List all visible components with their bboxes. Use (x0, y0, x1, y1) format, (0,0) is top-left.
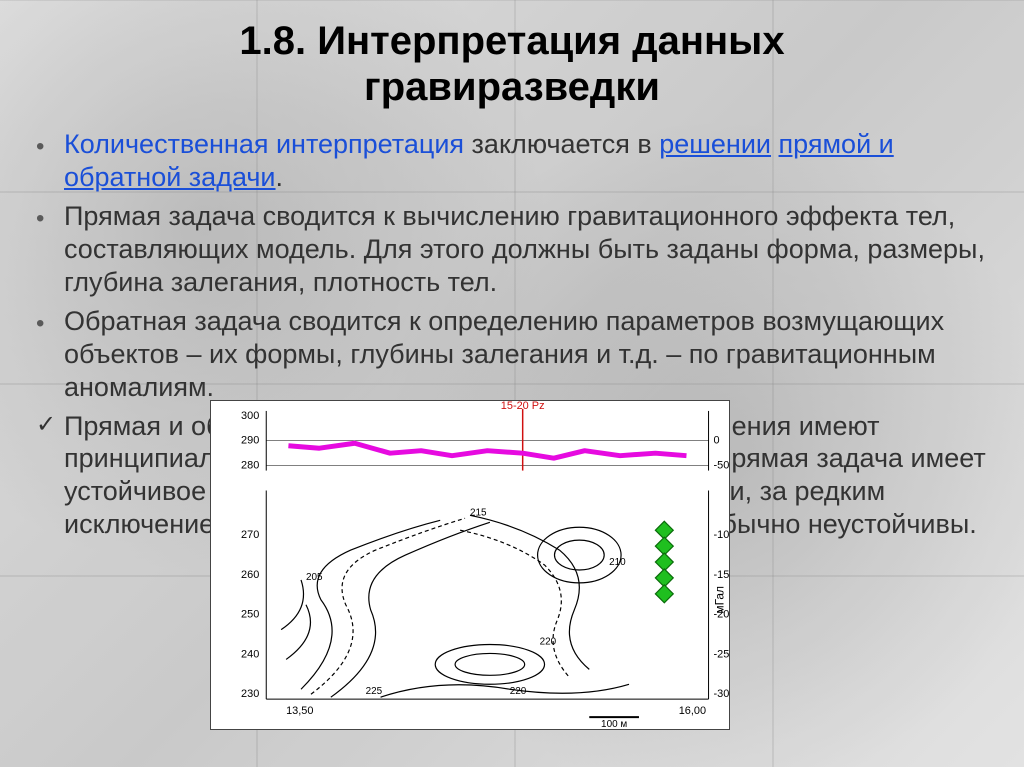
anomaly-line (288, 443, 686, 458)
tick-label: 290 (241, 435, 259, 447)
tick-label: 240 (241, 648, 259, 660)
tick-label: -300 (714, 688, 729, 700)
title-line-2: гравиразведки (364, 65, 660, 109)
marker-label: 15-20 Pz (501, 401, 545, 412)
tick-label: 280 (241, 460, 259, 472)
text-run: . (276, 162, 284, 192)
bullet-item: • Обратная задача сводится к определению… (30, 305, 994, 404)
tick-label: -50 (714, 460, 729, 472)
text-run (771, 129, 779, 159)
text-run: Обратная задача сводится к определению п… (64, 306, 944, 402)
tick-label: 16,00 (679, 705, 706, 717)
diamond-markers (655, 521, 673, 603)
embedded-figure: 280 290 300 0 -50 15-20 Pz (210, 400, 730, 730)
slide-title: 1.8. Интерпретация данных гравиразведки (30, 18, 994, 110)
tick-label: -150 (714, 569, 729, 581)
axis-label: мГал (712, 586, 726, 614)
text-run: Прямая задача сводится к вычислению грав… (64, 201, 985, 297)
slide-content: 1.8. Интерпретация данных гравиразведки … (0, 0, 1024, 767)
tick-label: 230 (241, 688, 259, 700)
bullet-marker: • (36, 309, 44, 338)
contour-label: 205 (306, 572, 323, 583)
figure-svg: 280 290 300 0 -50 15-20 Pz (211, 401, 729, 729)
bullet-item: • Количественная интерпретация заключает… (30, 128, 994, 194)
tick-label: -250 (714, 648, 729, 660)
tick-label: 270 (241, 529, 259, 541)
tick-label: 0 (714, 435, 720, 447)
scale-label: 100 м (601, 719, 627, 729)
tick-label: 300 (241, 410, 259, 422)
contour-lines (281, 515, 629, 697)
tick-label: -100 (714, 529, 729, 541)
tick-label: 13,50 (286, 705, 313, 717)
bottom-chart: 230 240 250 260 270 -300 -250 -200 -150 … (241, 490, 729, 729)
check-marker: ✓ (36, 410, 56, 439)
tick-label: 250 (241, 609, 259, 621)
title-line-1: 1.8. Интерпретация данных (239, 19, 784, 63)
top-chart: 280 290 300 0 -50 15-20 Pz (241, 401, 729, 472)
text-run: решении (659, 129, 771, 159)
contour-label: 220 (510, 686, 527, 697)
text-run: заключается в (464, 129, 659, 159)
contour-label: 215 (470, 507, 487, 518)
bullet-marker: • (36, 132, 44, 161)
contour-label: 220 (540, 637, 557, 648)
contour-label: 210 (609, 557, 626, 568)
tick-label: 260 (241, 569, 259, 581)
contour-label: 225 (366, 686, 383, 697)
text-run: Количественная интерпретация (64, 129, 464, 159)
bullet-marker: • (36, 204, 44, 233)
bullet-item: • Прямая задача сводится к вычислению гр… (30, 200, 994, 299)
